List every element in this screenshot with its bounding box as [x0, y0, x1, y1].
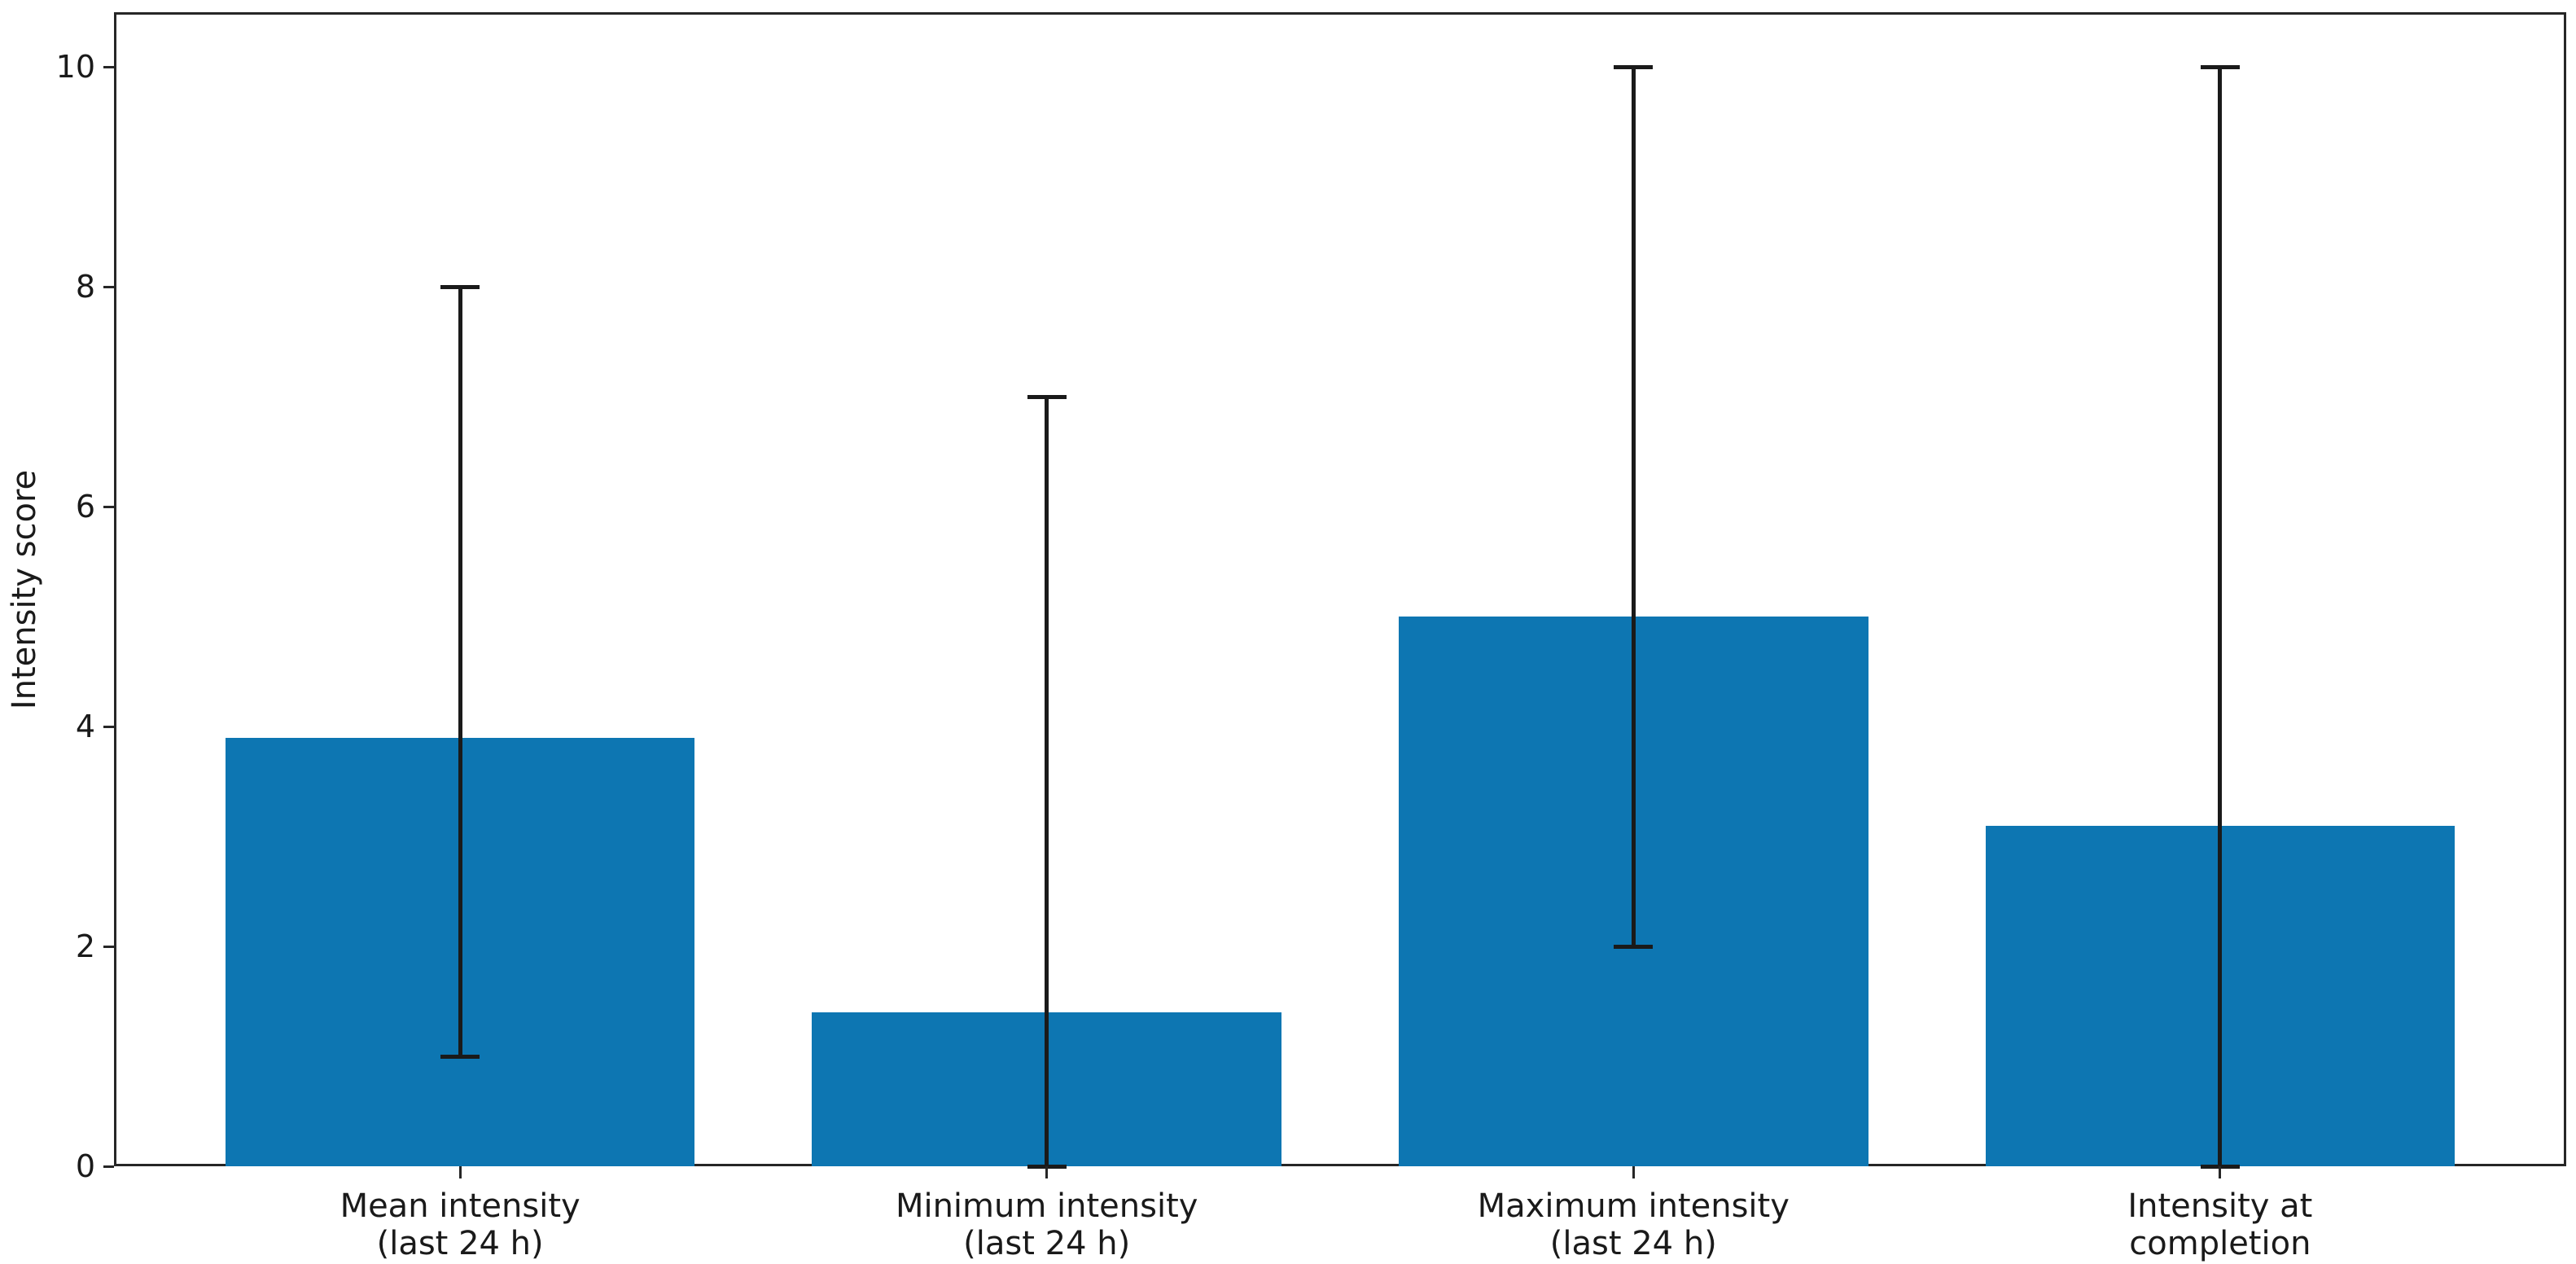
y-tick-mark — [103, 725, 114, 728]
y-tick-mark — [103, 1165, 114, 1168]
error-bar-cap-top — [440, 284, 480, 289]
y-tick-label: 2 — [75, 928, 95, 965]
error-bar-line — [1045, 397, 1049, 1166]
error-bar-cap-top — [2200, 64, 2240, 69]
y-tick-label: 0 — [75, 1148, 95, 1184]
error-bar-line — [1631, 67, 1636, 947]
y-tick-label: 10 — [55, 49, 95, 86]
x-tick-mark — [458, 1166, 462, 1178]
y-tick-mark — [103, 285, 114, 288]
x-tick-mark — [1632, 1166, 1635, 1178]
error-bar-cap-top — [1027, 394, 1067, 399]
error-bar-line — [458, 287, 462, 1057]
x-tick-mark — [1045, 1166, 1049, 1178]
x-tick-label: Minimum intensity (last 24 h) — [895, 1187, 1198, 1262]
error-bar-line — [2218, 67, 2223, 1166]
y-tick-label: 6 — [75, 489, 95, 525]
x-tick-label: Maximum intensity (last 24 h) — [1477, 1187, 1790, 1262]
error-bar-cap-top — [1614, 64, 1654, 69]
y-tick-mark — [103, 65, 114, 68]
x-tick-mark — [2219, 1166, 2222, 1178]
y-tick-mark — [103, 945, 114, 948]
y-tick-label: 8 — [75, 269, 95, 305]
y-tick-mark — [103, 505, 114, 508]
error-bar-cap-bottom — [440, 1054, 480, 1059]
x-tick-label: Mean intensity (last 24 h) — [340, 1187, 580, 1262]
x-tick-label: Intensity at completion — [2127, 1187, 2313, 1262]
y-tick-label: 4 — [75, 709, 95, 745]
error-bar-cap-bottom — [1614, 944, 1654, 949]
